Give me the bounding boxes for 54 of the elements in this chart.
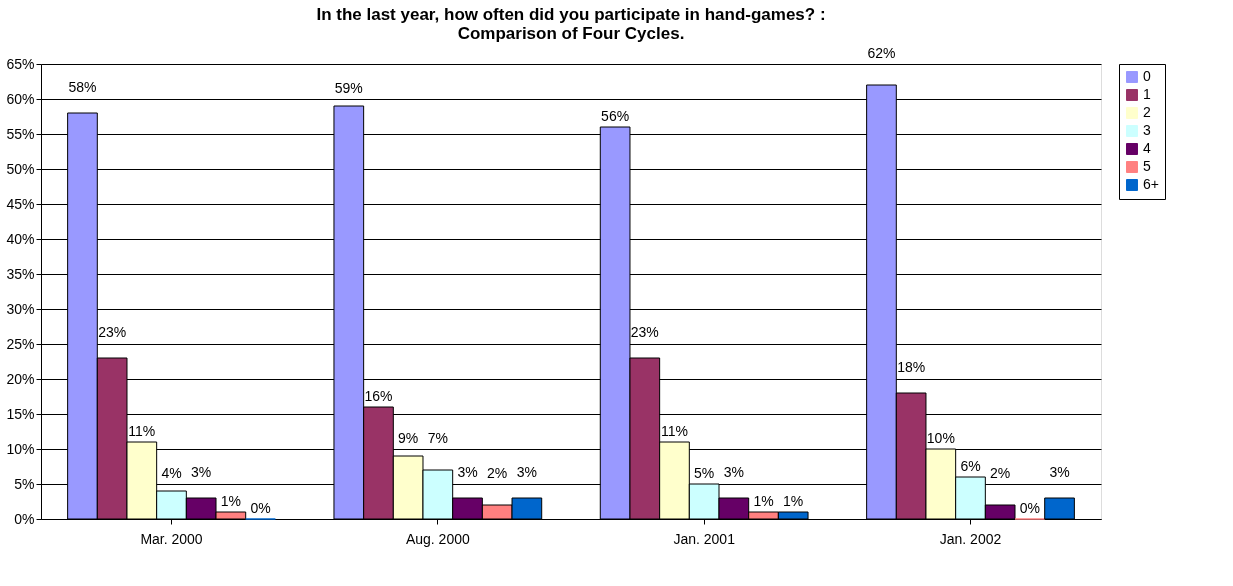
data-label: 16% [364,388,393,404]
y-tick-label: 55% [6,125,35,142]
data-label: 58% [68,79,97,95]
data-label: 62% [867,45,896,61]
y-tick-label: 30% [6,300,35,317]
x-tick-label: Mar. 2000 [140,530,203,547]
data-label: 23% [630,324,659,340]
x-tick-label: Aug. 2000 [405,530,470,547]
data-label: 11% [661,423,688,439]
data-label: 9% [398,430,419,446]
data-label: 2% [487,465,508,481]
data-label: 1% [220,493,241,509]
data-label: 11% [128,423,156,439]
data-label: 7% [427,430,448,446]
legend-label: 4 [1143,140,1151,156]
data-label: 3% [457,464,478,480]
legend-label: 1 [1143,86,1151,102]
x-tick-label: Jan. 2002 [939,530,1002,547]
data-label: 59% [334,80,363,96]
data-label: 3% [516,464,537,480]
x-tick-label: Jan. 2001 [673,530,736,547]
y-tick-label: 60% [6,90,35,107]
y-tick-label: 45% [6,195,35,212]
data-label: 18% [897,359,926,375]
y-tick-label: 0% [14,510,35,527]
legend-label: 6+ [1143,176,1159,192]
data-label: 0% [1019,500,1040,516]
legend-label: 2 [1143,104,1151,120]
data-label: 1% [753,493,774,509]
y-tick-label: 50% [6,160,35,177]
data-label: 10% [926,430,955,446]
data-label: 6% [960,458,981,474]
y-tick-label: 10% [6,440,35,457]
y-tick-label: 35% [6,265,35,282]
data-label: 23% [98,324,127,340]
data-label: 3% [723,464,744,480]
legend-label: 0 [1143,68,1151,84]
data-label: 1% [783,493,804,509]
legend-label: 5 [1143,158,1151,174]
y-tick-label: 5% [14,475,35,492]
data-label: 4% [161,465,182,481]
data-label: 56% [601,108,630,124]
y-tick-label: 40% [6,230,35,247]
data-label: 3% [191,464,212,480]
data-label: 2% [990,465,1011,481]
data-label: 5% [694,465,715,481]
legend-label: 3 [1143,122,1151,138]
y-tick-label: 15% [6,405,35,422]
data-label: 0% [250,500,271,516]
y-tick-label: 65% [6,55,35,72]
y-tick-label: 20% [6,370,35,387]
chart-title: In the last year, how often did you participate in hand-games? : Comparison of Four Cycles. [316,5,826,43]
data-label: 3% [1049,464,1070,480]
y-tick-label: 25% [6,335,35,352]
